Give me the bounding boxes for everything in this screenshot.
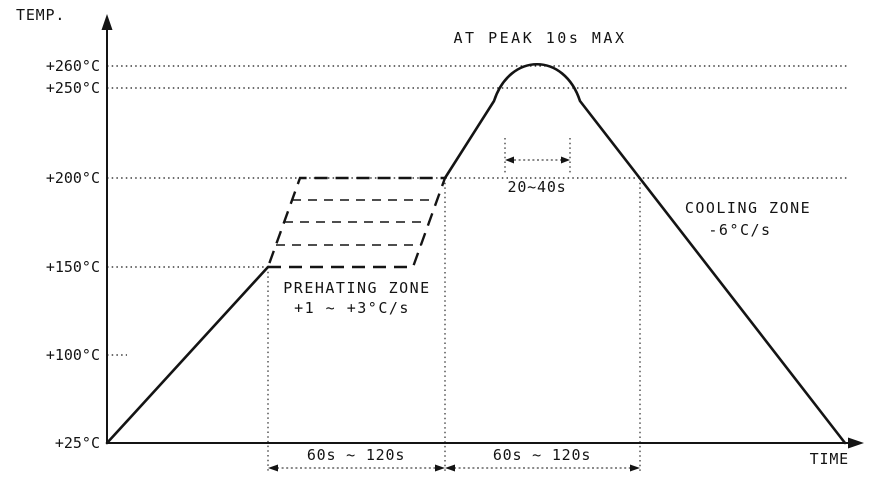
reflow-peak-segment xyxy=(443,63,847,445)
preheat-rate-label: +1 ~ +3°C/s xyxy=(294,299,410,317)
y-tick-150c: +150°C xyxy=(46,258,100,276)
peak-width-arrowhead-right-icon xyxy=(561,156,570,164)
preheat-zone xyxy=(266,176,447,269)
cooling-rate-label: -6°C/s xyxy=(708,221,771,239)
span-reflow-arrowhead-right-icon xyxy=(630,464,640,472)
axes xyxy=(101,14,864,449)
span-preheat-label: 60s ~ 120s xyxy=(307,446,405,464)
span-preheat-arrowhead-right-icon xyxy=(435,464,445,472)
peak-width-arrowhead-left-icon xyxy=(505,156,514,164)
y-axis-label: TEMP. xyxy=(16,6,65,24)
x-axis-label: TIME xyxy=(810,450,849,468)
y-tick-200c: +200°C xyxy=(46,169,100,187)
phase-markers xyxy=(267,138,641,473)
y-tick-260c: +260°C xyxy=(46,57,100,75)
span-preheat-arrowhead-left-icon xyxy=(268,464,278,472)
span-reflow-arrow xyxy=(445,464,640,472)
gridlines xyxy=(107,65,848,356)
peak-annotation: AT PEAK 10s MAX xyxy=(454,29,627,47)
heating-ramp-segment xyxy=(105,265,270,445)
y-tick-25c: +25°C xyxy=(55,434,100,452)
x-axis-arrowhead-icon xyxy=(848,437,864,449)
y-tick-250c: +250°C xyxy=(46,79,100,97)
y-tick-100c: +100°C xyxy=(46,346,100,364)
span-reflow-arrowhead-left-icon xyxy=(445,464,455,472)
span-preheat-arrow xyxy=(268,464,445,472)
peak-width-arrow xyxy=(505,156,570,164)
y-axis-arrowhead-icon xyxy=(101,14,113,30)
cooling-zone-label: COOLING ZONE xyxy=(685,199,811,217)
preheat-zone-label: PREHATING ZONE xyxy=(283,279,430,297)
span-reflow-label: 60s ~ 120s xyxy=(493,446,591,464)
peak-width-label: 20~40s xyxy=(508,178,567,196)
temperature-curve xyxy=(105,63,847,445)
